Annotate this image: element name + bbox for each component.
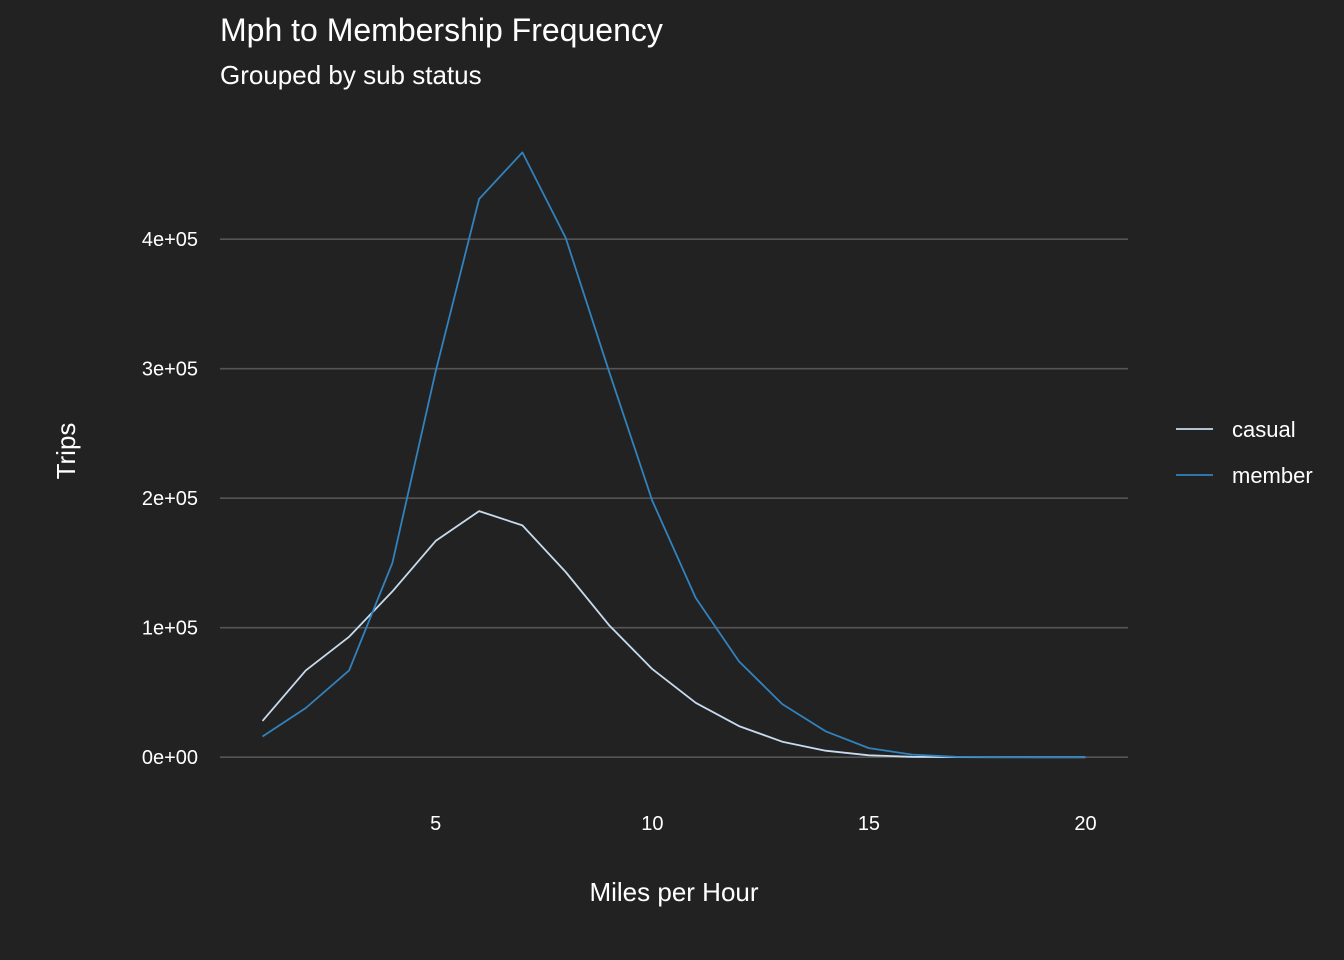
x-tick-label: 10 [641,813,663,835]
x-tick-label: 20 [1074,813,1096,835]
chart-subtitle: Grouped by sub status [220,60,482,90]
y-axis-ticks: 0e+00 1e+05 2e+05 3e+05 4e+05 [142,229,198,769]
legend-label-member: member [1232,463,1313,488]
y-tick-label: 3e+05 [142,359,198,381]
y-tick-label: 0e+00 [142,747,198,769]
chart-title: Mph to Membership Frequency [220,12,663,48]
y-tick-label: 2e+05 [142,488,198,510]
y-tick-label: 1e+05 [142,618,198,640]
y-tick-label: 4e+05 [142,229,198,251]
series-lines [261,151,1086,759]
x-axis-title: Miles per Hour [589,877,758,907]
series-line-member [262,151,1086,759]
legend: casual member [1176,417,1313,488]
x-tick-label: 5 [430,813,441,835]
legend-label-casual: casual [1232,417,1296,442]
x-tick-label: 15 [858,813,880,835]
y-axis-title: Trips [51,423,81,480]
x-axis-ticks: 5 10 15 20 [430,813,1096,835]
